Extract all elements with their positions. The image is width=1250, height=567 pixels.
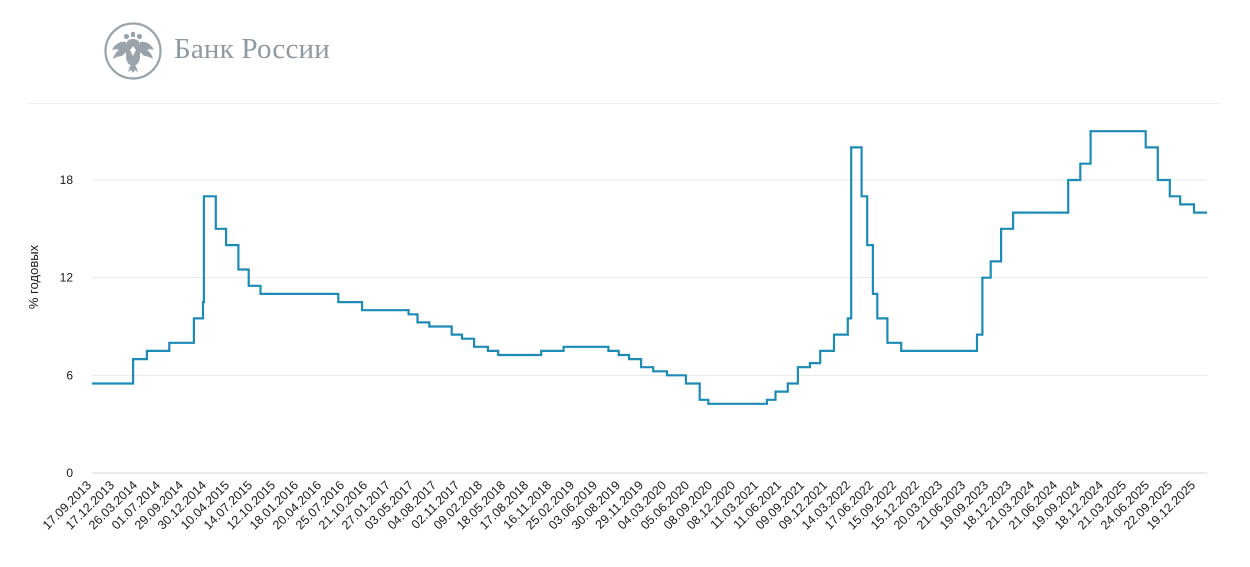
y-tick-label: 0 bbox=[66, 466, 73, 480]
y-axis-label: % годовых bbox=[26, 244, 41, 309]
y-tick-label: 18 bbox=[60, 173, 74, 187]
key-rate-line[interactable] bbox=[92, 130, 1207, 405]
y-tick-label: 12 bbox=[60, 271, 74, 285]
series-layer bbox=[92, 130, 1207, 405]
header-divider bbox=[28, 103, 1220, 104]
header: Банк России bbox=[0, 0, 1250, 104]
grid-lines bbox=[92, 179, 1207, 474]
bank-name[interactable]: Банк России bbox=[174, 33, 330, 65]
y-axis-ticks: 0 6 12 18 bbox=[60, 173, 74, 480]
x-axis-ticks: 17.09.201317.12.201326.03.201401.07.2014… bbox=[40, 478, 1198, 532]
y-tick-label: 6 bbox=[66, 368, 73, 382]
bank-emblem-icon[interactable] bbox=[104, 22, 162, 80]
